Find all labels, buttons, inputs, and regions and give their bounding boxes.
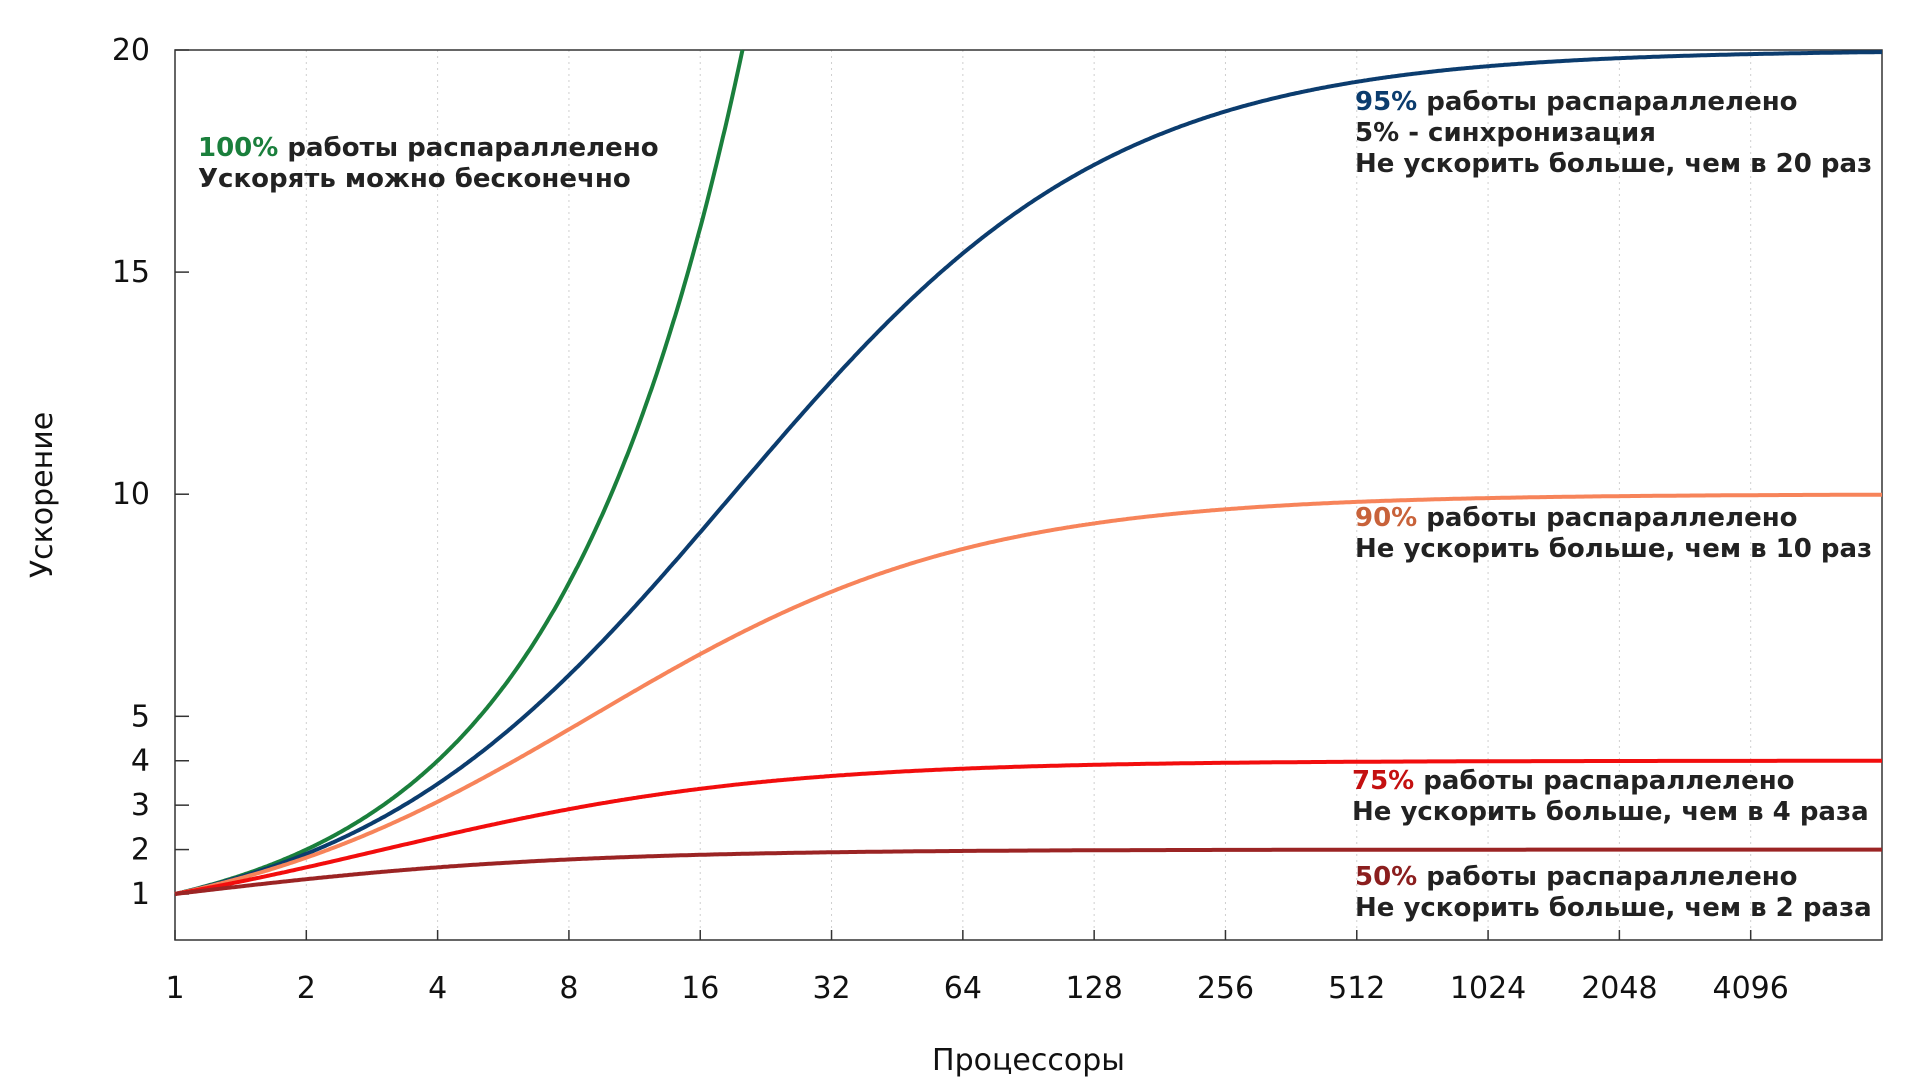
y-tick-label: 3 [131,788,150,823]
x-tick-label: 16 [681,971,719,1006]
annotation-text: Не ускорить больше, чем в 10 раз [1355,534,1872,564]
y-tick-label: 1 [131,877,150,912]
x-tick-label: 512 [1328,971,1385,1006]
annotation-line: 100% работы распараллелено [198,133,659,163]
annotation-line: 5% - синхронизация [1355,118,1656,148]
annotation-text: работы распараллелено [1417,862,1797,892]
x-tick-label: 1024 [1450,971,1526,1006]
y-tick-label: 2 [131,833,150,868]
x-tick-label: 4096 [1713,971,1789,1006]
x-tick-label: 1 [165,971,184,1006]
annotation-text: Не ускорить больше, чем в 4 раза [1352,797,1869,827]
annotation-text: 5% - синхронизация [1355,118,1656,148]
y-tick-label: 15 [112,255,150,290]
annotation-percent: 50% [1355,862,1417,892]
x-tick-label: 4 [428,971,447,1006]
annotation-percent: 75% [1352,766,1414,796]
x-axis-label: Процессоры [932,1043,1125,1078]
x-tick-label: 2 [297,971,316,1006]
annotation-text: Не ускорить больше, чем в 2 раза [1355,893,1872,923]
series-line-p75 [174,758,1883,896]
x-tick-label: 64 [944,971,982,1006]
series-line-p95 [174,50,1883,896]
y-tick-label: 10 [112,477,150,512]
annotation-text: Не ускорить больше, чем в 20 раз [1355,149,1872,179]
series-line-p90 [174,492,1883,896]
annotation-line: Ускорять можно бесконечно [198,164,631,194]
annotation-line: 95% работы распараллелено [1355,87,1798,117]
series-line-p100 [174,49,745,896]
annotation-percent: 95% [1355,87,1417,117]
annotation-text: Ускорять можно бесконечно [198,164,631,194]
annotation-line: 50% работы распараллелено [1355,862,1798,892]
y-tick-label: 5 [131,699,150,734]
annotation-text: работы распараллелено [1417,503,1797,533]
x-tick-label: 32 [812,971,850,1006]
x-axis: 1 2 4 8 16 32 64 128 256 512 1024 2048 4096 [165,930,1789,1006]
x-tick-label: 128 [1066,971,1123,1006]
annotation-line: 90% работы распараллелено [1355,503,1798,533]
y-tick-label: 4 [131,744,150,779]
annotation-text: работы распараллелено [278,133,658,163]
series-line-p50 [174,847,1883,896]
annotation-line: 75% работы распараллелено [1352,766,1795,796]
series-lines [174,49,1883,896]
annotation-percent: 90% [1355,503,1417,533]
annotation-text: работы распараллелено [1417,87,1797,117]
annotation-text: работы распараллелено [1414,766,1794,796]
y-axis: 1 2 3 4 5 10 15 20 [112,33,189,912]
x-tick-label: 256 [1197,971,1254,1006]
annotation-line: Не ускорить больше, чем в 2 раза [1355,893,1872,923]
annotation-line: Не ускорить больше, чем в 10 раз [1355,534,1872,564]
y-tick-label: 20 [112,33,150,68]
y-axis-label: Ускорение [25,412,60,578]
x-tick-label: 8 [559,971,578,1006]
annotation-percent: 100% [198,133,278,163]
annotation-line: Не ускорить больше, чем в 4 раза [1352,797,1869,827]
annotation-line: Не ускорить больше, чем в 20 раз [1355,149,1872,179]
x-tick-label: 2048 [1581,971,1657,1006]
